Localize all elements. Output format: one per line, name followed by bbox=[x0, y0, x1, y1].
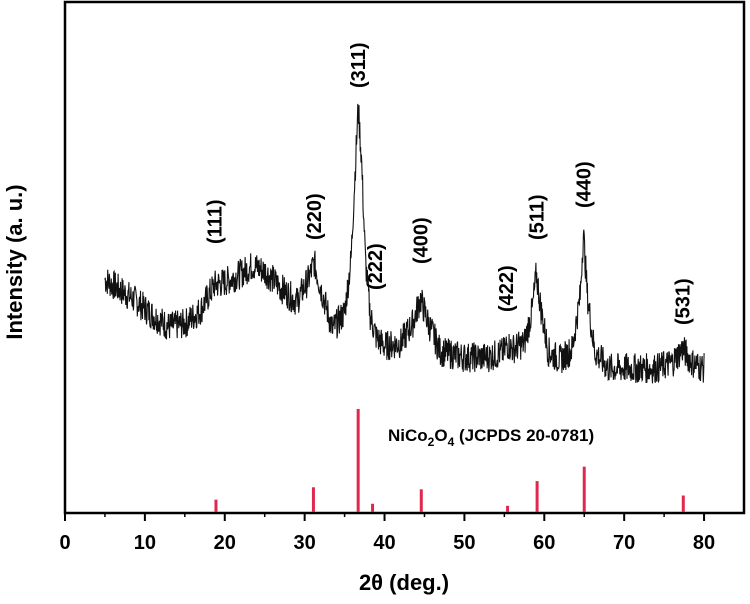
xrd-pattern bbox=[104, 103, 705, 384]
y-axis-title: Intensity (a. u.) bbox=[2, 184, 27, 339]
ref-label-sub1: 2 bbox=[428, 435, 435, 449]
x-tick-label: 70 bbox=[613, 532, 635, 554]
x-axis-title: 2θ (deg.) bbox=[359, 570, 449, 595]
ref-label-mid: O bbox=[434, 426, 447, 445]
ref-label-main: NiCo bbox=[388, 426, 428, 445]
x-tick-label: 40 bbox=[373, 532, 395, 554]
peak-label: (440) bbox=[573, 161, 595, 208]
reference-label: NiCo2O4 (JCPDS 20-0781) bbox=[388, 426, 594, 449]
peak-label: (400) bbox=[411, 217, 433, 264]
x-tick-label: 20 bbox=[214, 532, 236, 554]
x-tick-label: 80 bbox=[693, 532, 715, 554]
peak-label: (222) bbox=[365, 243, 387, 290]
peak-label: (511) bbox=[526, 194, 548, 240]
plot-frame bbox=[63, 0, 746, 515]
peak-label: (111) bbox=[204, 200, 226, 244]
x-tick-label: 50 bbox=[453, 532, 475, 554]
x-axis-tick-labels: 0 10 20 30 40 50 60 70 80 bbox=[59, 532, 715, 554]
ref-label-sub2: 4 bbox=[448, 435, 455, 449]
reference-bars bbox=[214, 409, 685, 512]
x-tick-label: 60 bbox=[533, 532, 555, 554]
peak-label: (220) bbox=[304, 193, 326, 240]
x-tick-label: 30 bbox=[294, 532, 316, 554]
x-axis-ticks bbox=[64, 513, 706, 521]
x-tick-label: 10 bbox=[134, 532, 156, 554]
peak-labels: (111) (220) (311) (222) (400) (422) (511) (440)… bbox=[204, 42, 694, 325]
peak-label: (422) bbox=[496, 265, 518, 312]
peak-label: (531) bbox=[673, 278, 695, 325]
xrd-series-line bbox=[104, 103, 705, 384]
peak-label: (311) bbox=[348, 42, 370, 88]
ref-label-rest: (JCPDS 20-0781) bbox=[454, 426, 594, 445]
x-tick-label: 0 bbox=[59, 532, 70, 554]
